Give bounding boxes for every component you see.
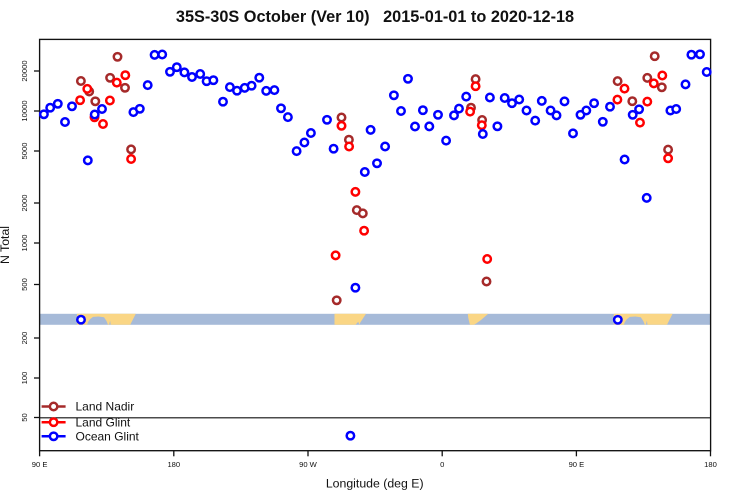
svg-text:20000: 20000 [20, 60, 29, 81]
svg-text:1000: 1000 [20, 235, 29, 252]
svg-text:90 E: 90 E [32, 460, 48, 469]
svg-text:180: 180 [167, 460, 180, 469]
svg-text:Land Nadir: Land Nadir [76, 400, 135, 414]
svg-text:100: 100 [20, 372, 29, 385]
svg-text:2000: 2000 [20, 195, 29, 212]
svg-text:10000: 10000 [20, 100, 29, 121]
svg-text:50: 50 [20, 413, 29, 421]
svg-text:200: 200 [20, 332, 29, 345]
svg-text:90 W: 90 W [299, 460, 318, 469]
svg-text:5000: 5000 [20, 143, 29, 160]
svg-text:180: 180 [704, 460, 717, 469]
svg-text:Land Glint: Land Glint [76, 415, 131, 429]
svg-text:0: 0 [440, 460, 444, 469]
svg-text:90 E: 90 E [569, 460, 585, 469]
svg-text:Ocean Glint: Ocean Glint [76, 430, 140, 444]
svg-text:Longitude (deg E): Longitude (deg E) [326, 476, 424, 490]
svg-text:N Total: N Total [0, 226, 12, 264]
svg-text:500: 500 [20, 278, 29, 291]
svg-text:35S-30S October (Ver 10) 201: 35S-30S October (Ver 10) 2015-01-01 to 2… [176, 8, 574, 26]
